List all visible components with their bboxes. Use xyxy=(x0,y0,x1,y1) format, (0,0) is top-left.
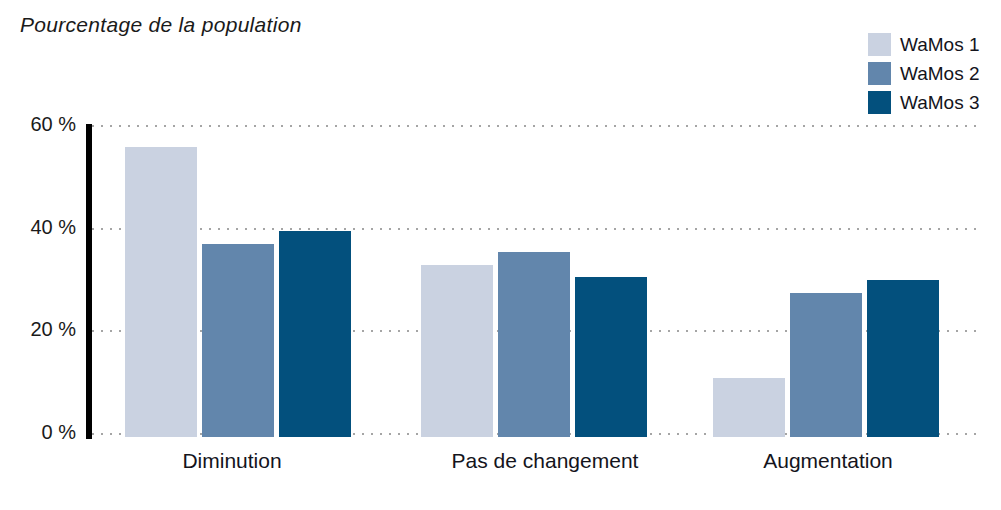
bar-diminution-wamos-3 xyxy=(279,231,351,437)
x-category-label-1: Diminution xyxy=(182,449,281,473)
y-tick-label-40: 40 % xyxy=(0,216,76,239)
bar-chart: Pourcentage de la population WaMos 1 WaM… xyxy=(0,0,1001,510)
x-category-label-2: Pas de changement xyxy=(452,449,639,473)
bar-diminution-wamos-2 xyxy=(202,244,274,437)
bar-augmentation-wamos-3 xyxy=(867,280,939,437)
gridline-40 xyxy=(92,228,980,230)
y-tick-label-0: 0 % xyxy=(0,421,76,444)
y-axis-line xyxy=(86,124,92,439)
y-tick-label-60: 60 % xyxy=(0,113,76,136)
gridline-60 xyxy=(92,125,980,127)
bar-pas-de-changement-wamos-1 xyxy=(421,265,493,437)
bar-pas-de-changement-wamos-2 xyxy=(498,252,570,437)
x-category-label-3: Augmentation xyxy=(763,449,893,473)
bar-augmentation-wamos-2 xyxy=(790,293,862,437)
bar-diminution-wamos-1 xyxy=(125,147,197,437)
y-tick-label-20: 20 % xyxy=(0,318,76,341)
bar-augmentation-wamos-1 xyxy=(713,378,785,437)
plot-area: 0 % 20 % 40 % 60 % Diminution Pas de changem… xyxy=(0,0,1001,510)
bar-pas-de-changement-wamos-3 xyxy=(575,277,647,437)
